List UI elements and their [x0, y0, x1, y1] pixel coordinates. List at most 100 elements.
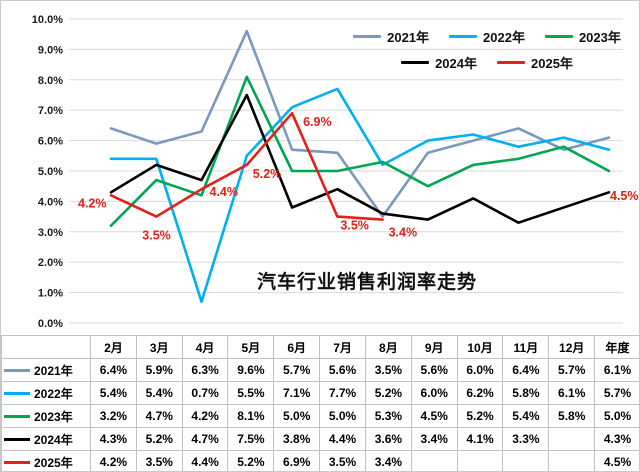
table-cell: 4.7% — [135, 404, 183, 428]
annotation-label: 4.5% — [610, 189, 639, 203]
annotation-label: 3.4% — [389, 226, 418, 240]
legend-label: 2023年 — [578, 30, 621, 45]
table-cell: 4.4% — [181, 450, 229, 471]
column-header: 年度 — [594, 335, 639, 359]
table-cell: 5.0% — [594, 404, 639, 428]
annotation-label: 4.2% — [78, 196, 107, 210]
series-line-2023年 — [109, 75, 611, 227]
table-cell: 5.6% — [319, 358, 366, 382]
table-cell: 6.4% — [502, 358, 550, 382]
table-row: 2022年 5.4% 5.4% 0.7% 5.5% 7.1% 7.7% 5.2% 6.0% 6.2… — [1, 381, 639, 405]
column-header: 12月 — [548, 335, 596, 359]
table-corner-cell — [1, 335, 91, 359]
table-cell: 5.7% — [548, 358, 596, 382]
column-header: 4月 — [181, 335, 229, 359]
table-cell: 3.2% — [90, 404, 137, 428]
table-cell: 5.9% — [135, 358, 183, 382]
legend-line-icon — [544, 35, 573, 38]
row-label-text: 2023年 — [34, 409, 73, 424]
table-cell: 4.2% — [90, 450, 137, 471]
table-cell: 7.7% — [319, 381, 366, 405]
annotation-label: 5.2% — [253, 167, 281, 181]
table-cell: 3.4% — [364, 450, 412, 471]
table-cell: 5.8% — [548, 404, 596, 428]
annotation-label: 4.4% — [210, 185, 239, 199]
series-line-2022年 — [109, 87, 611, 303]
column-header: 9月 — [410, 335, 458, 359]
y-axis-label: 2.0% — [38, 257, 63, 269]
table-cell: 5.2% — [364, 381, 412, 405]
table-cell: 5.2% — [135, 427, 183, 451]
table-cell — [502, 450, 550, 471]
table-cell: 5.4% — [135, 381, 183, 405]
column-header: 8月 — [364, 335, 412, 359]
table-cell: 7.5% — [227, 427, 275, 451]
table-cell: 5.4% — [502, 404, 550, 428]
y-axis-label: 1.0% — [38, 288, 63, 300]
table-cell: 3.4% — [410, 427, 458, 451]
chart-svg: 10.0% 9.0% 8.0% 7.0% 6.0% 5.0% 4.0% 3.0% 2.0% 1.0… — [32, 14, 639, 330]
y-axis-label: 10.0% — [32, 14, 63, 26]
legend-item-2022年: 2022年 — [449, 27, 525, 46]
row-label-text: 2025年 — [34, 455, 73, 470]
table-cell: 6.4% — [90, 358, 137, 382]
column-header: 10月 — [456, 335, 504, 359]
annotation-label: 3.5% — [340, 219, 369, 233]
table-cell: 9.6% — [227, 358, 275, 382]
table-row: 2025年 4.2% 3.5% 4.4% 5.2% 6.9% 3.5% 3.4% 4.5% — [1, 450, 639, 471]
table-cell: 4.1% — [456, 427, 504, 451]
legend-line-icon — [353, 35, 382, 38]
legend-line-sample — [4, 414, 30, 418]
table-cell: 5.7% — [273, 358, 321, 382]
legend-item-2021年: 2021年 — [353, 27, 429, 46]
table-cell: 4.5% — [410, 404, 458, 428]
table-cell: 6.0% — [456, 358, 504, 382]
y-axis-label: 7.0% — [38, 105, 63, 117]
annotation-label: 3.5% — [142, 229, 171, 243]
table-cell: 6.3% — [181, 358, 229, 382]
legend-line-sample — [4, 368, 30, 372]
legend-item-2023年: 2023年 — [544, 27, 621, 46]
table-cell: 8.1% — [227, 404, 275, 428]
table-cell: 4.5% — [594, 450, 639, 471]
legend-label: 2024年 — [435, 56, 477, 71]
table-cell: 5.7% — [594, 381, 639, 405]
table-cell: 5.6% — [410, 358, 458, 382]
table-cell: 3.8% — [273, 427, 321, 451]
y-axis-label: 0.0% — [38, 318, 63, 330]
legend-item-2025年: 2025年 — [497, 53, 573, 72]
table-cell: 5.0% — [273, 404, 321, 428]
table-row: 2021年 6.4% 5.9% 6.3% 9.6% 5.7% 5.6% 3.5% 5.6% 6.0… — [1, 358, 639, 382]
legend-line-icon — [497, 61, 525, 64]
row-label-text: 2022年 — [34, 386, 73, 401]
chart-legend: 2021年 2022年 2023年 2024年 2025年 — [339, 27, 635, 72]
y-axis-label: 6.0% — [38, 136, 63, 148]
chart-title: 汽车行业销售利润率走势 — [257, 272, 478, 293]
table-cell: 6.1% — [548, 381, 596, 405]
legend-line-sample — [4, 437, 30, 441]
table-cell: 5.0% — [319, 404, 366, 428]
column-header: 3月 — [135, 335, 183, 359]
column-header: 5月 — [227, 335, 275, 359]
row-label-text: 2024年 — [34, 432, 73, 447]
data-table: 2月 3月 4月 5月 6月 7月 8月 9月 10月 11月 12月 年度 2021年 6.4% 5.9%… — [1, 335, 639, 471]
table-cell: 0.7% — [181, 381, 229, 405]
legend-line-icon — [401, 61, 430, 64]
legend-label: 2022年 — [483, 30, 525, 45]
table-cell: 6.2% — [456, 381, 504, 405]
legend-label: 2025年 — [531, 56, 573, 71]
column-header: 2月 — [90, 335, 137, 359]
row-label: 2022年 — [1, 381, 91, 405]
y-axis-label: 9.0% — [38, 44, 63, 56]
table-cell: 4.3% — [594, 427, 639, 451]
table-cell: 5.4% — [90, 381, 137, 405]
table-row: 2023年 3.2% 4.7% 4.2% 8.1% 5.0% 5.0% 5.3% 4.5% 5.2… — [1, 404, 639, 428]
y-axis-label: 3.0% — [38, 227, 63, 239]
table-cell: 4.2% — [181, 404, 229, 428]
table-cell: 5.5% — [227, 381, 275, 405]
table-cell: 3.5% — [364, 358, 412, 382]
table-cell: 5.3% — [364, 404, 412, 428]
y-axis-label: 8.0% — [38, 75, 63, 87]
row-label: 2024年 — [1, 427, 91, 451]
table-cell: 7.1% — [273, 381, 321, 405]
